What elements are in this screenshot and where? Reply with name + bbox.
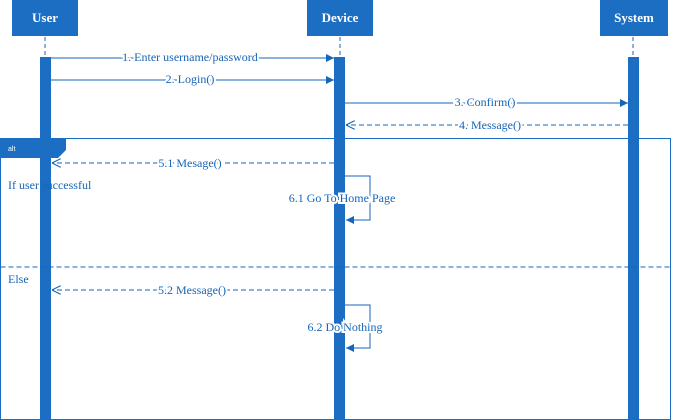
message-6-2-arrow [345, 304, 371, 352]
message-2-label: 2. Login() [166, 72, 215, 86]
message-5-2: 5.2 Message() [52, 281, 334, 299]
device-activation-bar [334, 57, 345, 420]
user-activation-bar [40, 57, 51, 420]
participant-user[interactable]: User [12, 0, 78, 36]
message-6-1: 6.1 Go To Home Page [287, 175, 397, 224]
participant-device-label: Device [322, 10, 359, 25]
message-6-1-label: 6.1 Go To Home Page [289, 191, 396, 205]
system-activation-bar [628, 57, 639, 420]
alt-fragment-tag-box [0, 138, 66, 158]
participant-system[interactable]: System [600, 0, 668, 36]
alt-fragment-tag: alt [8, 146, 15, 153]
message-4: 4. Message() [346, 116, 628, 134]
participant-device[interactable]: Device [307, 0, 373, 36]
message-6-2-label: 6.2 Do Nothing [308, 320, 383, 334]
guard-else: Else [8, 272, 29, 286]
message-5-1-label: 5.1 Mesage() [158, 156, 221, 170]
message-6-1-arrow [345, 175, 371, 224]
message-3: 3. Confirm() [345, 93, 628, 111]
participant-user-label: User [32, 10, 58, 25]
participant-system-label: System [614, 10, 654, 25]
message-5-2-label: 5.2 Message() [158, 283, 226, 297]
guard-if: If user successful [8, 178, 92, 192]
message-1: 1. Enter username/password [51, 48, 334, 66]
message-2: 2. Login() [51, 70, 334, 88]
message-6-2: 6.2 Do Nothing [306, 304, 385, 352]
message-3-label: 3. Confirm() [455, 95, 516, 109]
message-1-label: 1. Enter username/password [122, 50, 258, 64]
message-5-1: 5.1 Mesage() [52, 154, 334, 172]
message-4-label: 4. Message() [459, 118, 521, 132]
alt-fragment: alt If user successful Else [0, 138, 671, 420]
